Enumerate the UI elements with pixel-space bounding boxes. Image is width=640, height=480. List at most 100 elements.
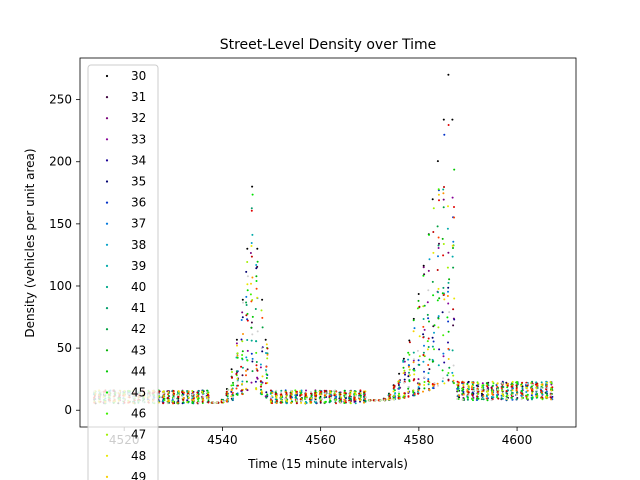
data-point (412, 361, 415, 364)
data-point (446, 316, 449, 319)
data-point (250, 326, 253, 329)
data-point (323, 401, 326, 404)
data-point (501, 393, 504, 395)
data-point (505, 390, 508, 393)
data-point (466, 396, 469, 399)
data-point (427, 317, 430, 320)
legend-entry-label: 41 (131, 301, 146, 315)
data-point (442, 198, 445, 201)
data-point (437, 315, 440, 318)
data-point (236, 352, 239, 355)
data-point (456, 380, 459, 383)
x-axis-ticks: 45204540456045804600 (109, 427, 532, 447)
data-point (530, 394, 533, 397)
data-point (398, 386, 401, 389)
data-point (442, 118, 445, 121)
data-point (295, 399, 298, 402)
data-point (453, 216, 456, 219)
data-point (436, 160, 439, 163)
data-point (447, 251, 450, 254)
data-point (328, 389, 331, 392)
data-point (428, 368, 431, 371)
data-point (275, 395, 278, 398)
data-point (295, 390, 298, 393)
data-point (549, 396, 552, 399)
data-point (447, 290, 449, 293)
data-point (246, 289, 249, 292)
data-point (359, 399, 361, 402)
data-point (309, 390, 312, 393)
data-point (241, 366, 244, 369)
data-point (230, 384, 233, 387)
data-point (423, 384, 426, 386)
data-point (389, 393, 392, 396)
data-point (256, 330, 259, 333)
data-point (462, 381, 465, 384)
data-point (546, 381, 549, 384)
data-point (393, 384, 396, 387)
data-point (437, 255, 439, 258)
data-point (333, 389, 336, 392)
data-point (407, 365, 410, 368)
y-tick-label: 250 (49, 93, 72, 107)
data-point (260, 390, 263, 393)
legend-entry-label: 49 (131, 470, 146, 480)
data-point (531, 389, 533, 392)
data-point (403, 381, 406, 384)
data-point (245, 270, 248, 273)
data-point (246, 359, 249, 362)
data-point (418, 355, 421, 358)
data-point (418, 305, 421, 308)
data-point (437, 317, 440, 320)
data-points (92, 73, 554, 405)
data-point (353, 399, 356, 401)
data-point (279, 401, 282, 404)
data-point (403, 396, 406, 399)
data-point (343, 402, 346, 404)
data-point (422, 274, 425, 277)
data-point (496, 385, 499, 388)
data-point (443, 133, 446, 136)
data-point (358, 397, 361, 400)
data-point (353, 397, 356, 400)
legend-entry-label: 34 (131, 153, 146, 167)
data-point (245, 369, 247, 372)
data-point (486, 385, 489, 388)
data-point (187, 390, 190, 393)
data-point (526, 389, 529, 392)
data-point (442, 352, 445, 355)
data-point (492, 396, 495, 399)
data-point (236, 377, 239, 380)
data-point (319, 400, 322, 403)
data-point (216, 401, 219, 404)
data-point (364, 396, 367, 399)
y-axis-ticks: 0 50 100 150 200 250 (49, 93, 80, 417)
data-point (485, 388, 488, 391)
data-point (453, 168, 456, 171)
data-point (418, 335, 421, 338)
data-point (387, 398, 390, 401)
data-point (515, 389, 518, 392)
data-point (511, 392, 513, 394)
data-point (427, 364, 430, 366)
data-point (251, 276, 254, 279)
data-point (255, 264, 258, 266)
data-point (245, 304, 248, 306)
data-point (299, 398, 302, 401)
data-point (245, 295, 248, 298)
data-point (260, 309, 263, 312)
data-point (477, 382, 479, 385)
data-point (452, 266, 455, 269)
data-point (546, 396, 549, 399)
data-point (256, 376, 259, 379)
data-point (231, 396, 234, 399)
data-point (314, 396, 317, 399)
data-point (251, 185, 254, 188)
data-point (254, 308, 257, 310)
data-point (245, 387, 248, 390)
data-point (511, 380, 514, 383)
data-point (256, 296, 259, 299)
data-point (265, 377, 268, 379)
data-point (475, 384, 478, 387)
data-point (413, 373, 416, 376)
